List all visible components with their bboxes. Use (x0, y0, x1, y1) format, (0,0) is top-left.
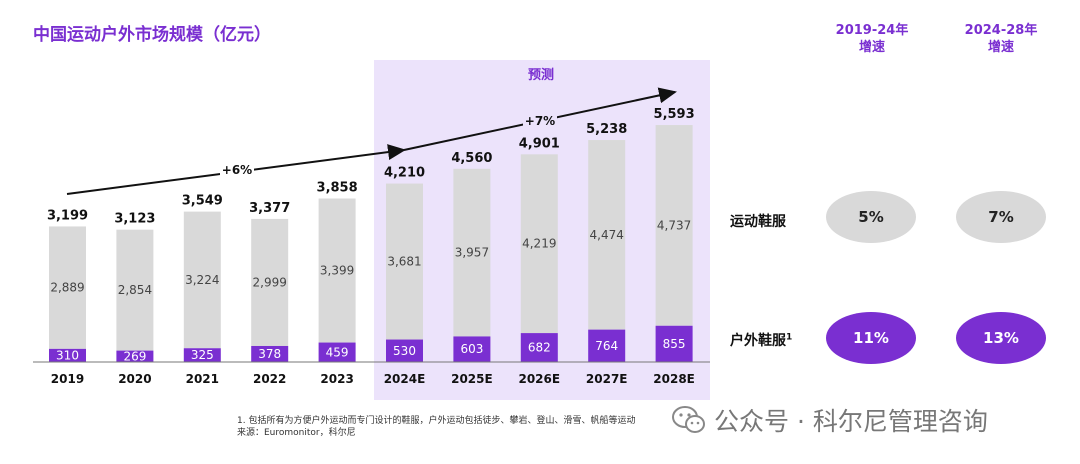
footnote-source: 来源：Euromonitor，科尔尼 (237, 428, 356, 438)
growth-annotation-forecast: +7% (525, 114, 555, 128)
label-sportswear-2026E: 4,219 (522, 237, 556, 251)
x-tick-2024E: 2024E (384, 372, 426, 386)
label-sportswear-2027E: 4,474 (590, 228, 624, 242)
bar-sportswear-2023 (318, 198, 356, 343)
bar-outdoor-2022 (251, 345, 289, 362)
growth-header-2024-28: 2024-28年 增速 (964, 23, 1038, 55)
growth-pill-sportswear-2024-28: 7% (956, 191, 1046, 243)
watermark: 公众号 · 科尔尼管理咨询 (672, 402, 988, 438)
bar-sportswear-2022 (251, 218, 289, 346)
label-total-2026E: 4,901 (519, 136, 560, 151)
footnote: 1. 包括所有为方便户外运动而专门设计的鞋服，户外运动包括徒步、攀岩、登山、滑雪… (237, 415, 635, 439)
label-sportswear-2021: 3,224 (185, 273, 219, 287)
label-total-2022: 3,377 (249, 201, 290, 216)
x-tick-2021: 2021 (186, 372, 219, 386)
bar-outdoor-2021 (183, 348, 221, 362)
bar-sportswear-2020 (116, 229, 154, 351)
x-tick-2027E: 2027E (586, 372, 628, 386)
bar-outdoor-2019 (49, 348, 86, 362)
label-sportswear-2025E: 3,957 (455, 246, 489, 260)
x-tick-2028E: 2028E (653, 372, 695, 386)
bar-outdoor-2020 (116, 350, 154, 362)
x-tick-2022: 2022 (253, 372, 286, 386)
label-sportswear-2024E: 3,681 (387, 255, 421, 269)
label-sportswear-2019: 2,889 (50, 281, 84, 295)
bar-sportswear-2021 (183, 211, 221, 349)
label-outdoor-2024E: 530 (393, 344, 416, 358)
bar-outdoor-2027E (588, 329, 626, 362)
bar-outdoor-2023 (318, 342, 356, 362)
label-sportswear-2020: 2,854 (118, 283, 152, 297)
label-total-2021: 3,549 (182, 194, 223, 209)
label-outdoor-2023: 459 (326, 345, 349, 359)
bar-sportswear-2027E (588, 140, 626, 330)
footnote-definition: 1. 包括所有为方便户外运动而专门设计的鞋服，户外运动包括徒步、攀岩、登山、滑雪… (237, 416, 636, 426)
wechat-icon (672, 405, 706, 435)
growth-annotation-historical: +6% (222, 163, 252, 177)
watermark-text: 公众号 · 科尔尼管理咨询 (714, 407, 988, 436)
label-total-2025E: 4,560 (451, 151, 492, 166)
label-total-2023: 3,858 (317, 181, 358, 196)
bar-sportswear-2025E (453, 168, 491, 337)
chart-title: 中国运动户外市场规模（亿元） (33, 25, 271, 45)
x-tick-2023: 2023 (320, 372, 353, 386)
x-tick-2026E: 2026E (518, 372, 560, 386)
label-outdoor-2019: 310 (56, 348, 79, 362)
label-sportswear-2023: 3,399 (320, 264, 354, 278)
x-tick-2019: 2019 (51, 372, 84, 386)
bar-outdoor-2026E (520, 333, 558, 362)
label-outdoor-2022: 378 (258, 347, 281, 361)
growth-header-2019-24: 2019-24年 增速 (835, 23, 909, 55)
label-outdoor-2025E: 603 (460, 342, 483, 356)
label-outdoor-2027E: 764 (595, 339, 618, 353)
growth-pill-outdoor-2024-28: 13% (956, 312, 1046, 364)
bar-sportswear-2024E (386, 183, 423, 340)
label-outdoor-2021: 325 (191, 348, 214, 362)
label-total-2027E: 5,238 (586, 122, 627, 137)
bar-outdoor-2025E (453, 336, 491, 362)
label-outdoor-2020: 269 (123, 349, 146, 363)
bar-chart: 预测 2,889 310 3,199 2019 2,854 269 3,123 2020 3,2… (33, 60, 710, 400)
label-outdoor-2028E: 855 (663, 337, 686, 351)
growth-pill-sportswear-2019-24: 5% (826, 191, 916, 243)
x-tick-2025E: 2025E (451, 372, 493, 386)
bar-sportswear-2026E (520, 154, 558, 334)
growth-pill-outdoor-2019-24: 11% (826, 312, 916, 364)
label-total-2019: 3,199 (47, 208, 88, 223)
row-label-outdoor: 户外鞋服1 (730, 332, 793, 349)
bar-sportswear-2028E (655, 125, 693, 326)
label-outdoor-2026E: 682 (528, 341, 551, 355)
label-sportswear-2022: 2,999 (253, 275, 287, 289)
bar-sportswear-2019 (49, 226, 86, 349)
x-tick-2020: 2020 (118, 372, 151, 386)
bar-outdoor-2028E (655, 325, 693, 362)
label-sportswear-2028E: 4,737 (657, 218, 691, 232)
row-label-sportswear: 运动鞋服 (730, 214, 786, 230)
label-total-2024E: 4,210 (384, 166, 425, 181)
label-total-2028E: 5,593 (654, 107, 695, 122)
forecast-label: 预测 (528, 67, 554, 83)
bar-outdoor-2024E (386, 339, 423, 362)
label-total-2020: 3,123 (114, 212, 155, 227)
